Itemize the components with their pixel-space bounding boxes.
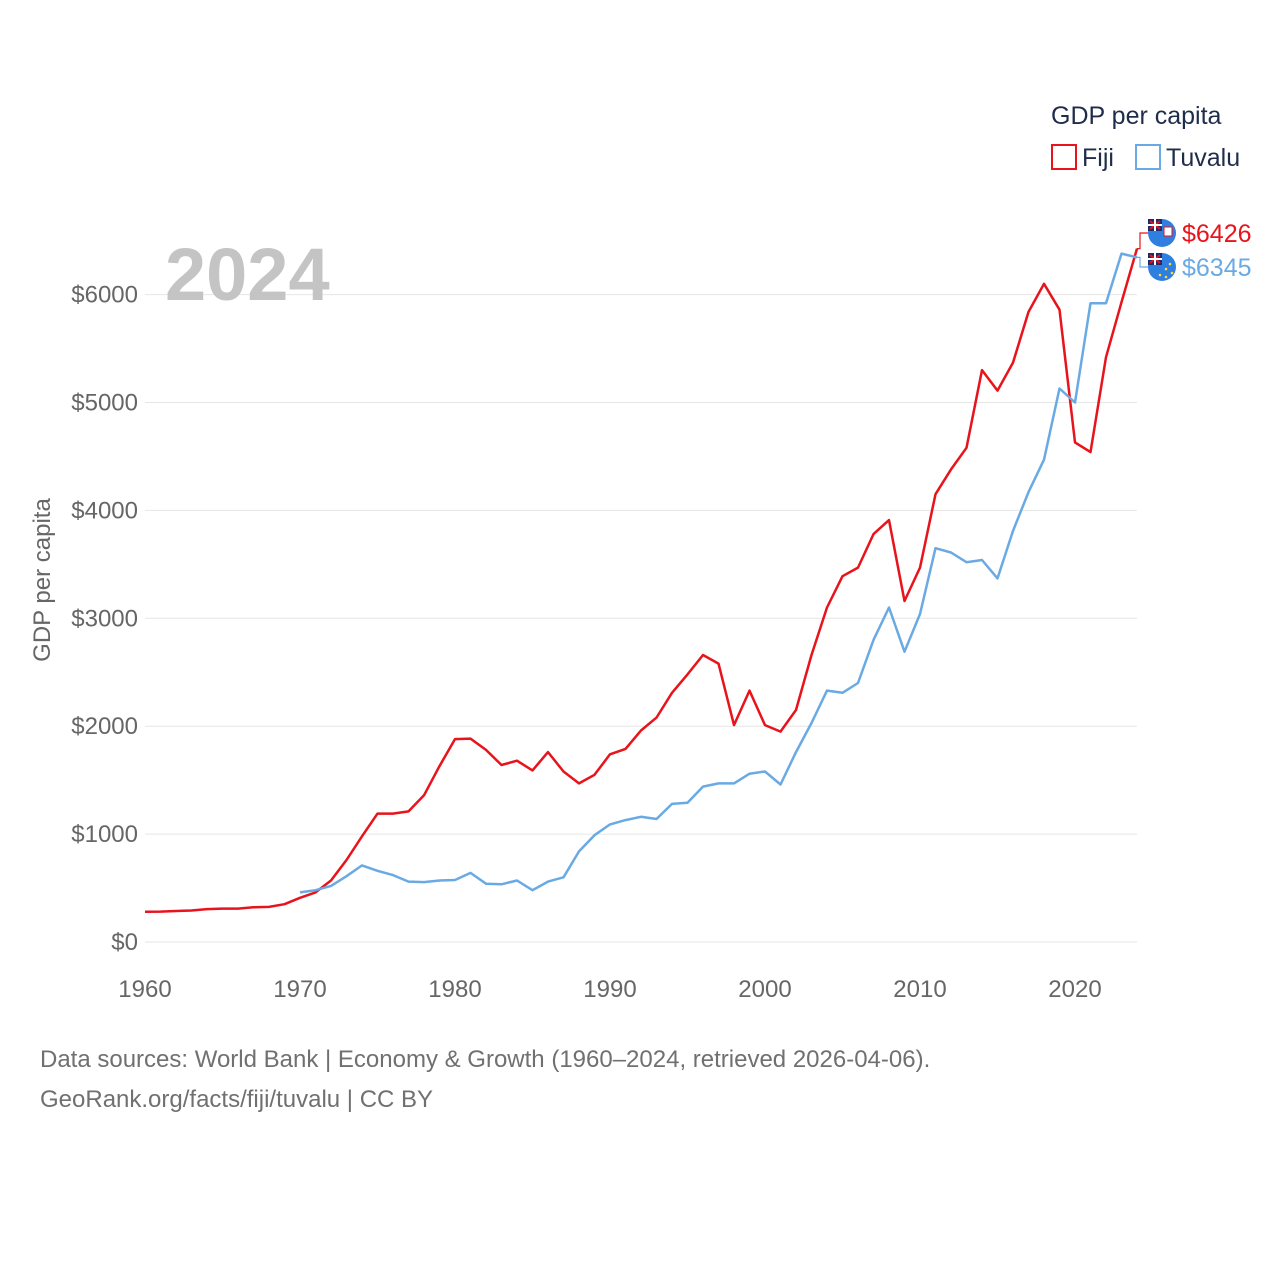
series-line-tuvalu (299, 252, 1138, 894)
gdp-line-chart: $0 $1000 $2000 $3000 $4000 $5000 $6000 1960 197… (29, 102, 1252, 1003)
x-tick-label: 1980 (428, 976, 481, 1003)
y-tick-label: $6000 (71, 282, 138, 309)
legend: GDP per capita Fiji Tuvalu (1051, 102, 1240, 172)
series-lines (144, 248, 1139, 914)
y-tick-label: $1000 (71, 821, 138, 848)
fiji-flag-icon (1148, 219, 1176, 247)
end-markers: $6426 $6345 (1137, 219, 1252, 282)
y-tick-label: $0 (111, 929, 138, 956)
x-axis-tick-labels: 1960 1970 1980 1990 2000 2010 2020 (118, 976, 1101, 1003)
end-value-label-fiji: $6426 (1182, 220, 1252, 248)
x-tick-label: 2020 (1048, 976, 1101, 1003)
legend-swatch-tuvalu (1135, 144, 1161, 170)
y-tick-label: $3000 (71, 605, 138, 632)
y-tick-label: $5000 (71, 390, 138, 417)
series-line-fiji (144, 248, 1139, 914)
y-tick-label: $2000 (71, 713, 138, 740)
end-connector-fiji (1137, 232, 1148, 250)
legend-label-tuvalu: Tuvalu (1166, 144, 1240, 172)
end-value-label-tuvalu: $6345 (1182, 254, 1252, 282)
y-tick-label: $4000 (71, 497, 138, 524)
x-tick-label: 1960 (118, 976, 171, 1003)
y-axis-tick-labels: $0 $1000 $2000 $3000 $4000 $5000 $6000 (71, 282, 138, 956)
x-tick-label: 1970 (273, 976, 326, 1003)
y-axis-title: GDP per capita (29, 498, 56, 662)
x-tick-label: 1990 (583, 976, 636, 1003)
legend-swatch-fiji (1051, 144, 1077, 170)
legend-title: GDP per capita (1051, 102, 1222, 130)
x-tick-label: 2010 (893, 976, 946, 1003)
x-tick-label: 2000 (738, 976, 791, 1003)
footer-attribution[interactable]: GeoRank.org/facts/fiji/tuvalu | CC BY (40, 1086, 434, 1113)
footer-sources: Data sources: World Bank | Economy & Gro… (40, 1046, 931, 1073)
end-connector-tuvalu (1137, 256, 1148, 268)
year-watermark: 2024 (165, 233, 330, 316)
legend-label-fiji: Fiji (1082, 144, 1114, 172)
gridlines (145, 294, 1137, 943)
tuvalu-flag-icon (1148, 253, 1176, 281)
